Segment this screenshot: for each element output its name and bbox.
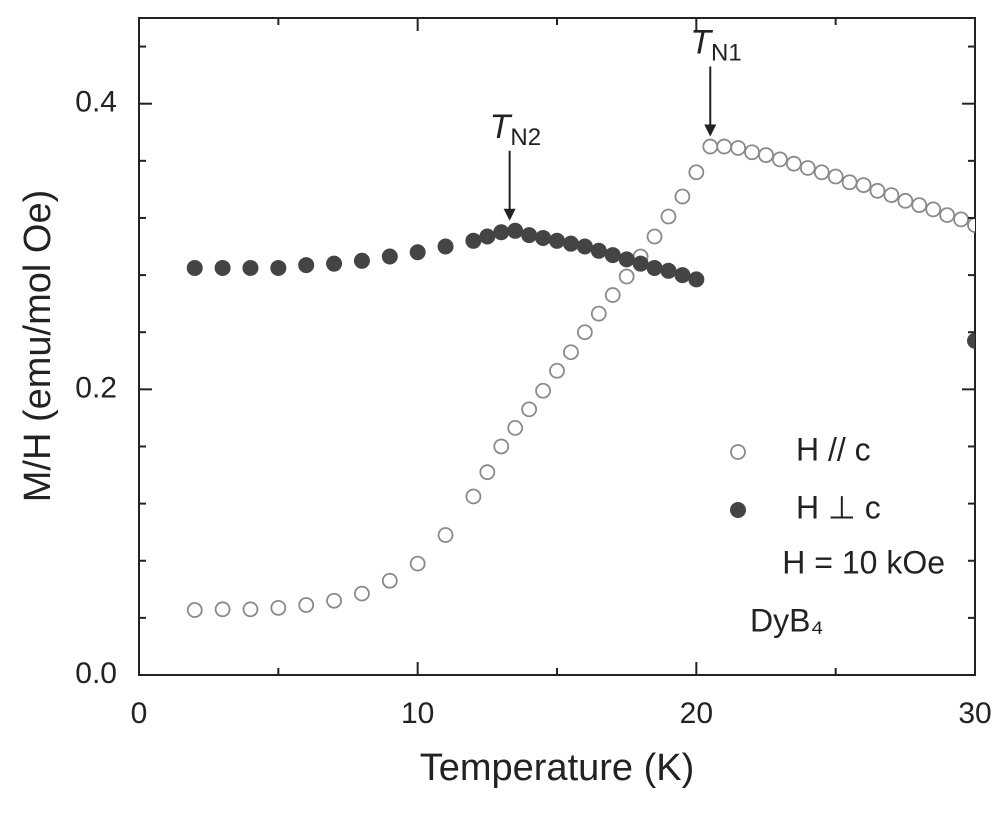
data-point (437, 238, 454, 255)
data-point (298, 257, 315, 274)
data-point (855, 177, 872, 194)
data-point (409, 244, 426, 261)
data-point (897, 192, 914, 209)
annotation-symbol: T (490, 108, 513, 146)
annotation-arrowhead (704, 124, 717, 137)
data-point (521, 227, 538, 244)
legend-label: H // c (796, 431, 871, 467)
data-point (688, 271, 705, 288)
data-point (730, 140, 747, 156)
data-point (326, 255, 343, 272)
data-point (381, 248, 398, 265)
data-point (674, 188, 691, 205)
data-point (967, 332, 975, 349)
legend-label: H ⊥ c (796, 489, 881, 525)
data-point (354, 585, 370, 602)
data-point (465, 232, 482, 249)
data-point (646, 228, 663, 245)
data-point (939, 207, 956, 224)
data-point (590, 242, 607, 259)
y-tick-label: 0.4 (75, 86, 117, 119)
data-point (799, 160, 816, 176)
data-point (214, 259, 231, 276)
data-point (660, 208, 677, 225)
data-point (353, 252, 370, 269)
x-tick-label: 10 (401, 697, 434, 730)
annotation-symbol: T (690, 24, 713, 62)
data-point (772, 151, 788, 168)
data-point (813, 164, 830, 181)
data-point (632, 255, 649, 272)
data-point (409, 555, 426, 572)
data-point (242, 259, 259, 276)
data-point (465, 488, 482, 505)
data-point (186, 602, 203, 618)
data-point (535, 229, 552, 246)
x-tick-label: 0 (131, 697, 148, 730)
data-point (688, 164, 705, 181)
plot-area (186, 138, 975, 618)
legend-marker (730, 444, 746, 460)
data-point (298, 597, 315, 613)
x-tick-label: 20 (680, 697, 713, 730)
data-point (883, 187, 900, 204)
data-point (563, 344, 579, 361)
y-tick-label: 0.0 (75, 657, 117, 690)
data-point (493, 224, 510, 241)
data-point (716, 138, 733, 155)
data-point (507, 222, 524, 239)
data-point (549, 362, 565, 379)
data-point (186, 259, 203, 276)
data-point (493, 438, 510, 455)
data-point (869, 182, 886, 199)
data-point (270, 599, 287, 616)
data-point (618, 251, 635, 268)
data-point (214, 601, 231, 618)
data-point (646, 259, 663, 276)
annotation-arrowhead (503, 208, 516, 221)
data-point (576, 324, 593, 341)
annotation: TN2 (490, 108, 541, 151)
note: H = 10 kOe (782, 544, 945, 580)
data-point (841, 174, 858, 191)
x-tick-label: 30 (958, 697, 991, 730)
data-point (507, 420, 524, 436)
data-point (326, 592, 342, 609)
x-axis-label: Temperature (K) (420, 747, 695, 789)
data-point (535, 382, 551, 399)
data-point (618, 268, 635, 285)
data-point (953, 211, 969, 228)
annotation-subscript: N2 (510, 124, 541, 151)
y-tick-label: 0.2 (75, 371, 117, 404)
data-point (604, 287, 621, 303)
data-point (437, 527, 454, 543)
data-point (479, 464, 496, 481)
y-axis-label: M/H (emu/mol Oe) (17, 190, 59, 502)
data-point (576, 238, 593, 255)
data-point (925, 201, 942, 218)
annotation-subscript: N1 (711, 40, 742, 67)
data-point (381, 572, 398, 589)
data-point (604, 247, 621, 264)
data-point (660, 262, 677, 279)
data-point (242, 601, 259, 618)
data-point (785, 155, 802, 172)
data-point (674, 267, 691, 284)
data-point (967, 217, 975, 233)
data-point (479, 228, 496, 245)
note: DyB₄ (750, 602, 824, 638)
data-point (270, 259, 287, 276)
data-point (758, 147, 774, 164)
data-point (744, 144, 760, 161)
data-point (911, 197, 928, 214)
data-point (549, 232, 565, 249)
data-point (827, 168, 844, 185)
data-point (562, 235, 579, 252)
annotation: TN1 (690, 24, 741, 67)
legend-marker (730, 502, 746, 518)
data-point (521, 401, 538, 418)
data-point (702, 138, 719, 155)
data-point (590, 305, 607, 322)
